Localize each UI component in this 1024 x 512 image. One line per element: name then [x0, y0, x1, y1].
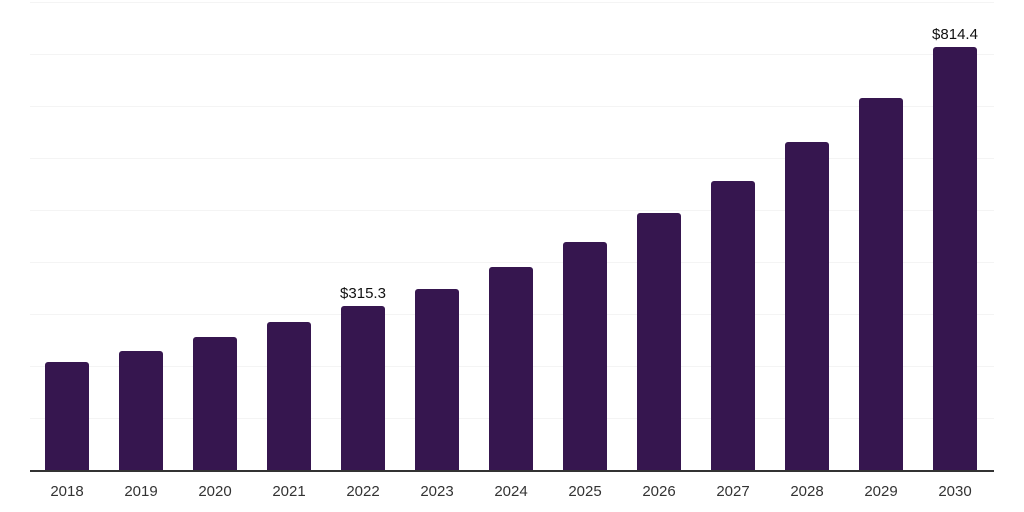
bar-2029: [859, 98, 903, 470]
gridline: [30, 158, 994, 159]
gridline: [30, 262, 994, 263]
bar-2030: [933, 46, 977, 470]
x-tick-2029: 2029: [864, 483, 898, 500]
x-tick-2018: 2018: [50, 483, 84, 500]
bar-2025: [563, 241, 607, 470]
x-tick-2028: 2028: [790, 483, 824, 500]
bar-2023: [415, 288, 459, 470]
bar-2022: [341, 306, 385, 470]
x-tick-2026: 2026: [642, 483, 676, 500]
x-tick-2025: 2025: [568, 483, 602, 500]
bar-2019: [119, 350, 163, 470]
x-tick-2022: 2022: [346, 483, 380, 500]
bar-2020: [193, 336, 237, 470]
gridline: [30, 210, 994, 211]
plot-area: $315.3 $814.4: [30, 2, 994, 472]
x-tick-2021: 2021: [272, 483, 306, 500]
bar-2027: [711, 180, 755, 470]
x-tick-2023: 2023: [420, 483, 454, 500]
data-label-2022: $315.3: [340, 285, 386, 303]
gridline: [30, 2, 994, 3]
x-axis: 2018 2019 2020 2021 2022 2023 2024 2025 2026 2027…: [30, 482, 994, 506]
gridline: [30, 54, 994, 55]
bar-2021: [267, 322, 311, 470]
x-tick-2030: 2030: [938, 483, 972, 500]
x-tick-2024: 2024: [494, 483, 528, 500]
gridline: [30, 106, 994, 107]
x-tick-2020: 2020: [198, 483, 232, 500]
bar-2026: [637, 212, 681, 470]
bar-2024: [489, 266, 533, 470]
bar-2028: [785, 141, 829, 470]
bar-2018: [45, 361, 89, 470]
x-tick-2019: 2019: [124, 483, 158, 500]
data-label-2030: $814.4: [932, 25, 978, 43]
x-tick-2027: 2027: [716, 483, 750, 500]
